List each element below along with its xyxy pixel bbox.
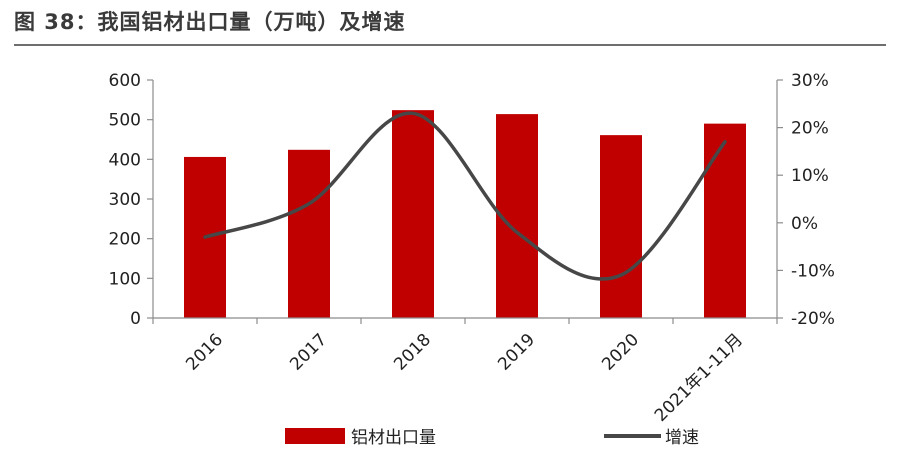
category-label: 2016 xyxy=(182,330,227,375)
legend: 铝材出口量 增速 xyxy=(285,428,699,448)
bar-2021年1-11月 xyxy=(704,123,746,318)
legend-bar-label: 铝材出口量 xyxy=(351,428,436,448)
left-tick-label: 500 xyxy=(109,111,141,131)
right-tick-label: 0% xyxy=(791,214,818,234)
bar-2020 xyxy=(600,135,642,318)
category-label: 2018 xyxy=(390,330,435,375)
line-series xyxy=(203,111,727,281)
category-label: 2020 xyxy=(598,330,643,375)
category-label: 2021年1-11月 xyxy=(651,330,747,426)
category-label: 2017 xyxy=(286,330,331,375)
left-tick-label: 300 xyxy=(109,190,141,210)
figure-title: 图 38：我国铝材出口量（万吨）及增速 xyxy=(14,10,406,34)
bar-2018 xyxy=(392,110,434,318)
category-label: 2019 xyxy=(494,330,539,375)
legend-line-label: 增速 xyxy=(665,428,699,448)
right-tick-label: 30% xyxy=(791,71,829,91)
left-tick-label: 600 xyxy=(109,71,141,91)
bar-series xyxy=(184,110,746,318)
axes xyxy=(152,80,778,324)
right-axis-ticks: -20% -10% 0% 10% 20% 30% xyxy=(777,71,835,329)
right-tick-label: 20% xyxy=(791,119,829,139)
left-tick-label: 400 xyxy=(109,150,141,170)
right-tick-label: 10% xyxy=(791,166,829,186)
growth-line xyxy=(203,111,727,281)
left-tick-label: 100 xyxy=(109,269,141,289)
left-tick-label: 0 xyxy=(130,309,141,329)
legend-bar-swatch xyxy=(285,428,345,444)
left-tick-label: 200 xyxy=(109,230,141,250)
category-labels: 2016 2017 2018 2019 2020 2021年1-11月 xyxy=(182,330,747,426)
title-underline xyxy=(14,44,886,46)
right-tick-label: -10% xyxy=(791,261,835,281)
bar-2017 xyxy=(288,149,330,318)
right-tick-label: -20% xyxy=(791,309,835,329)
left-axis-ticks: 0 100 200 300 400 500 600 xyxy=(109,71,153,329)
